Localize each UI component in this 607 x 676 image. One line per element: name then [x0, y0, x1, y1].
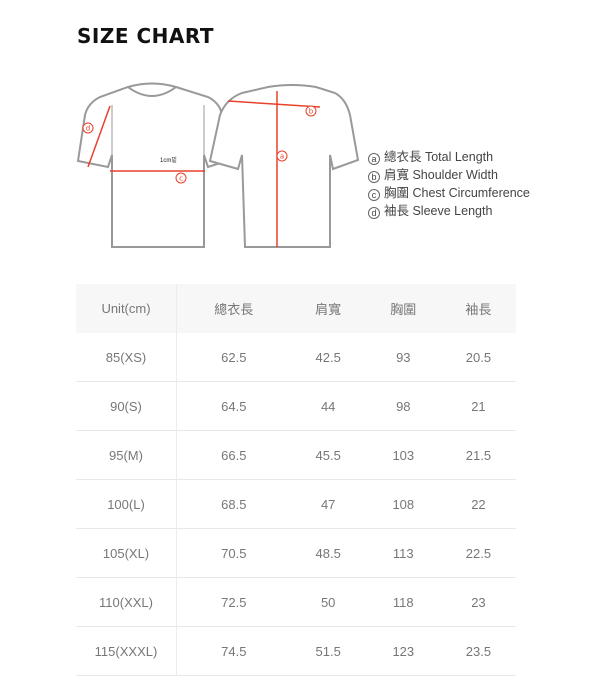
measurement-cell: 20.5: [440, 333, 516, 382]
marker-a: a: [280, 153, 284, 161]
marker-c: c: [179, 175, 183, 183]
legend-label: 胸圍 Chest Circumference: [384, 186, 530, 200]
measurement-lines: [87, 91, 321, 247]
measurement-cell: 23: [440, 577, 516, 627]
legend-item: a 總衣長 Total Length: [368, 148, 530, 166]
front-shirt-illustration: [76, 82, 232, 248]
measurement-cell: 74.5: [176, 626, 291, 676]
measurement-cell: 113: [365, 528, 441, 578]
marker-d: d: [86, 125, 90, 133]
measurement-cell: 68.5: [176, 479, 291, 529]
header-unit: Unit(cm): [76, 284, 177, 333]
legend-item: c 胸圍 Chest Circumference: [368, 184, 530, 202]
legend-item: b 肩寬 Shoulder Width: [368, 166, 530, 184]
size-cell: 85(XS): [76, 333, 177, 382]
header-shoulder-width: 肩寬: [290, 284, 366, 333]
measurement-cell: 62.5: [176, 333, 291, 382]
measurement-cell: 98: [365, 381, 441, 431]
marker-circle: a: [368, 153, 380, 165]
measurement-cell: 93: [365, 333, 441, 382]
measurement-cell: 66.5: [176, 430, 291, 480]
measurement-cell: 45.5: [290, 430, 366, 480]
measurement-cell: 108: [365, 479, 441, 529]
page-title: SIZE CHART: [77, 24, 215, 48]
table-row: 105(XL) 70.5 48.5 113 22.5: [76, 528, 516, 578]
measurement-cell: 123: [365, 626, 441, 676]
marker-circle: d: [368, 207, 380, 219]
measurement-cell: 22.5: [440, 528, 516, 578]
measurement-cell: 22: [440, 479, 516, 529]
measurement-legend: a 總衣長 Total Length b 肩寬 Shoulder Width c 胸圍…: [368, 148, 530, 220]
measurement-cell: 48.5: [290, 528, 366, 578]
size-table: Unit(cm) 總衣長 肩寬 胸圍 袖長 85(XS) 62.5 42.5 93 20…: [76, 284, 516, 676]
size-cell: 90(S): [76, 381, 177, 431]
size-cell: 110(XXL): [76, 577, 177, 627]
table-row: 95(M) 66.5 45.5 103 21.5: [76, 430, 516, 480]
measurement-cell: 21: [440, 381, 516, 431]
measurement-cell: 44: [290, 381, 366, 431]
header-total-length: 總衣長: [176, 284, 291, 333]
marker-circle: b: [368, 171, 380, 183]
measurement-cell: 42.5: [290, 333, 366, 382]
measurement-cell: 23.5: [440, 626, 516, 676]
measurement-cell: 47: [290, 479, 366, 529]
table-row: 110(XXL) 72.5 50 118 23: [76, 577, 516, 627]
measurement-markers: [82, 105, 317, 184]
table-row: 115(XXXL) 74.5 51.5 123 23.5: [76, 626, 516, 676]
measurement-cell: 51.5: [290, 626, 366, 676]
table-row: 100(L) 68.5 47 108 22: [76, 479, 516, 529]
size-cell: 100(L): [76, 479, 177, 529]
tshirt-diagram: d c b a 1cm밑: [76, 82, 360, 248]
size-cell: 95(M): [76, 430, 177, 480]
measurement-cell: 118: [365, 577, 441, 627]
measurement-cell: 50: [290, 577, 366, 627]
size-cell: 105(XL): [76, 528, 177, 578]
measurement-cell: 70.5: [176, 528, 291, 578]
legend-label: 肩寬 Shoulder Width: [384, 168, 498, 182]
measurement-cell: 103: [365, 430, 441, 480]
size-cell: 115(XXXL): [76, 626, 177, 676]
marker-b: b: [309, 108, 314, 116]
back-shirt-illustration: [208, 84, 360, 248]
table-row: 90(S) 64.5 44 98 21: [76, 381, 516, 431]
legend-item: d 袖長 Sleeve Length: [368, 202, 530, 220]
measurement-cell: 72.5: [176, 577, 291, 627]
measurement-cell: 21.5: [440, 430, 516, 480]
legend-label: 總衣長 Total Length: [384, 150, 494, 164]
table-row: 85(XS) 62.5 42.5 93 20.5: [76, 333, 516, 382]
measurement-cell: 64.5: [176, 381, 291, 431]
marker-circle: c: [368, 189, 380, 201]
table-header-row: Unit(cm) 總衣長 肩寬 胸圍 袖長: [76, 284, 516, 333]
legend-label: 袖長 Sleeve Length: [384, 204, 493, 218]
header-chest: 胸圍: [365, 284, 441, 333]
header-sleeve-length: 袖長: [440, 284, 516, 333]
one-cm-below-note: 1cm밑: [160, 156, 177, 164]
